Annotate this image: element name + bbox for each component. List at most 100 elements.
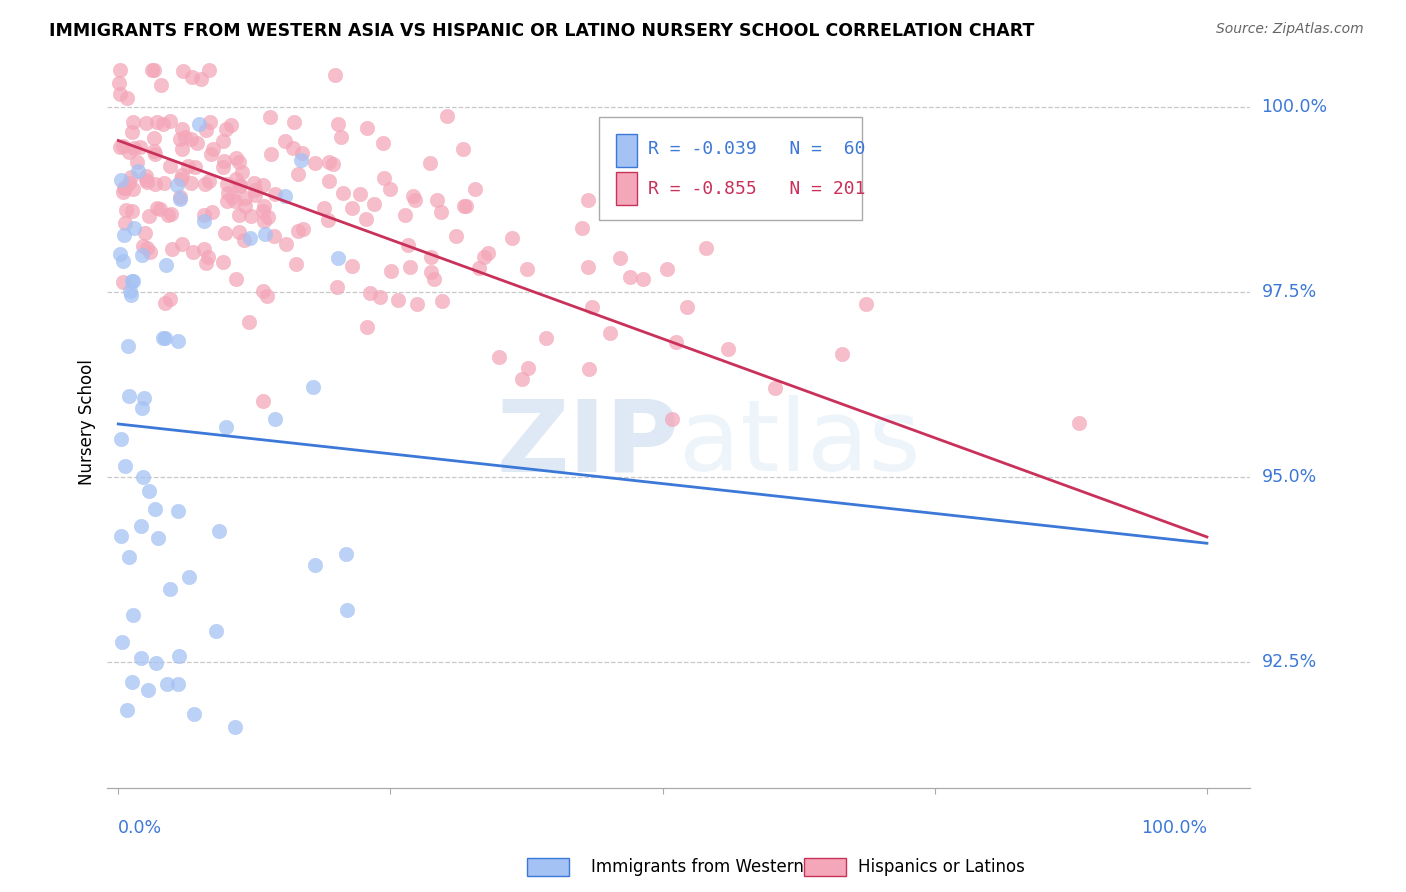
Point bbox=[131, 248, 153, 262]
Point bbox=[304, 156, 326, 170]
Point bbox=[291, 222, 314, 236]
Point bbox=[243, 183, 266, 197]
Point bbox=[243, 187, 266, 202]
Point bbox=[107, 76, 129, 90]
Point bbox=[284, 257, 307, 271]
Point bbox=[143, 502, 166, 516]
Text: R = -0.855   N = 201: R = -0.855 N = 201 bbox=[648, 179, 866, 197]
Point bbox=[111, 635, 134, 649]
Point bbox=[675, 300, 697, 314]
Point bbox=[283, 114, 305, 128]
Point bbox=[169, 193, 191, 207]
Point bbox=[359, 286, 381, 301]
Text: Hispanics or Latinos: Hispanics or Latinos bbox=[858, 858, 1025, 876]
Point bbox=[214, 227, 236, 241]
Point bbox=[578, 362, 600, 376]
Point bbox=[143, 146, 166, 161]
Point bbox=[396, 238, 419, 252]
Point bbox=[239, 231, 262, 245]
Point bbox=[159, 292, 181, 306]
Point bbox=[143, 144, 166, 158]
Point bbox=[132, 239, 155, 253]
Point bbox=[332, 186, 354, 201]
Point bbox=[456, 199, 478, 213]
Point bbox=[655, 262, 678, 277]
Point bbox=[170, 168, 193, 182]
Point bbox=[170, 171, 193, 186]
Point bbox=[180, 176, 202, 190]
Point bbox=[599, 326, 621, 341]
Point bbox=[169, 649, 191, 664]
Point bbox=[855, 296, 877, 310]
Point bbox=[108, 140, 131, 154]
Point bbox=[453, 199, 475, 213]
Point bbox=[146, 532, 169, 546]
Point bbox=[419, 250, 441, 264]
Point bbox=[138, 483, 160, 498]
Point bbox=[283, 141, 305, 155]
Point bbox=[534, 331, 557, 345]
Point bbox=[373, 170, 395, 185]
Point bbox=[141, 62, 163, 77]
Point bbox=[217, 194, 239, 208]
Point bbox=[228, 208, 250, 222]
Point bbox=[181, 244, 204, 259]
Point bbox=[399, 260, 422, 275]
Point bbox=[120, 287, 142, 301]
Point bbox=[229, 178, 252, 192]
Point bbox=[139, 244, 162, 259]
Point bbox=[831, 347, 853, 361]
Point bbox=[232, 233, 254, 247]
Point bbox=[380, 182, 402, 196]
Point bbox=[472, 250, 495, 264]
Point bbox=[193, 208, 215, 222]
Point bbox=[121, 274, 143, 288]
Point bbox=[136, 683, 159, 698]
Point bbox=[576, 260, 599, 275]
Point bbox=[131, 470, 153, 484]
Point bbox=[110, 173, 132, 187]
Point bbox=[120, 170, 142, 185]
Point bbox=[150, 78, 173, 92]
Point bbox=[155, 331, 177, 345]
Point bbox=[146, 114, 169, 128]
Point bbox=[488, 350, 510, 364]
Point bbox=[368, 290, 391, 304]
Point bbox=[115, 90, 138, 104]
Point bbox=[142, 62, 165, 77]
Point bbox=[167, 677, 190, 691]
Point bbox=[356, 121, 378, 136]
Point bbox=[404, 193, 426, 207]
FancyBboxPatch shape bbox=[599, 118, 862, 220]
Point bbox=[183, 707, 205, 722]
Point bbox=[121, 607, 143, 622]
Point bbox=[184, 161, 207, 175]
Text: Immigrants from Western Asia: Immigrants from Western Asia bbox=[591, 858, 844, 876]
Point bbox=[194, 177, 217, 191]
Point bbox=[304, 558, 326, 572]
Point bbox=[110, 62, 132, 77]
Point bbox=[228, 155, 250, 169]
Point bbox=[318, 174, 340, 188]
Point bbox=[114, 459, 136, 474]
Point bbox=[290, 153, 312, 167]
Point bbox=[419, 265, 441, 279]
Point bbox=[193, 242, 215, 256]
Text: Source: ZipAtlas.com: Source: ZipAtlas.com bbox=[1216, 22, 1364, 37]
Point bbox=[132, 391, 155, 405]
Point bbox=[187, 116, 209, 130]
Point bbox=[695, 241, 717, 255]
Point bbox=[291, 146, 314, 161]
Point bbox=[380, 263, 402, 277]
Text: 100.0%: 100.0% bbox=[1261, 98, 1327, 116]
Point bbox=[111, 138, 134, 153]
Point bbox=[253, 214, 276, 228]
Point bbox=[121, 204, 143, 219]
Point bbox=[665, 335, 688, 350]
Point bbox=[436, 109, 458, 123]
Point bbox=[115, 203, 138, 218]
Point bbox=[264, 411, 287, 425]
Point bbox=[406, 296, 429, 310]
Point bbox=[259, 111, 281, 125]
Point bbox=[112, 180, 135, 194]
